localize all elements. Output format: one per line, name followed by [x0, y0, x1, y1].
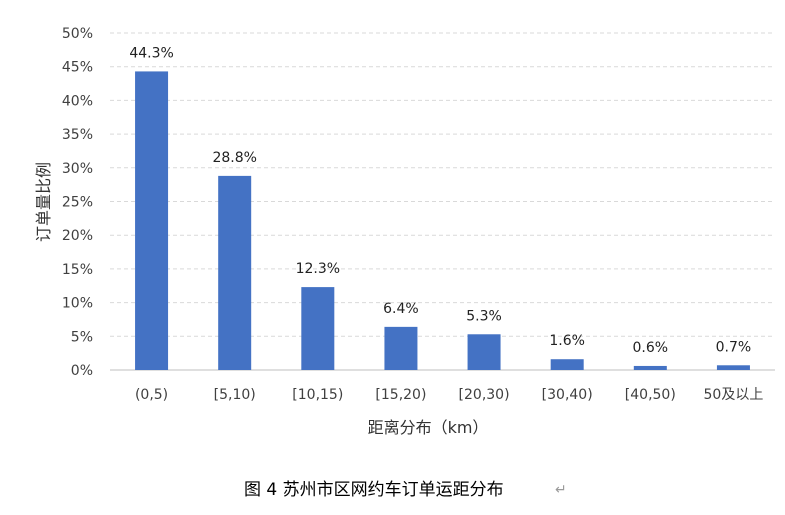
bar	[218, 175, 252, 370]
y-tick-label: 5%	[71, 329, 93, 345]
bar	[301, 287, 335, 370]
x-tick-label: (0,5)	[135, 387, 168, 403]
return-mark-icon: ↵	[555, 482, 567, 498]
y-tick-label: 10%	[62, 296, 93, 312]
x-tick-label: [40,50)	[625, 387, 676, 403]
bar	[716, 365, 750, 370]
x-tick-label: [20,30)	[459, 387, 510, 403]
data-label: 0.7%	[716, 339, 752, 355]
x-axis-title: 距离分布（km）	[368, 418, 489, 437]
data-label: 28.8%	[212, 150, 256, 166]
bar	[135, 71, 169, 370]
data-label: 5.3%	[466, 308, 502, 324]
y-tick-label: 0%	[71, 363, 93, 379]
x-tick-label: [15,20)	[375, 387, 426, 403]
gridlines	[110, 32, 775, 371]
x-tick-label: [5,10)	[214, 387, 256, 403]
x-tick-label: 50及以上	[704, 387, 764, 403]
y-tick-label: 20%	[62, 228, 93, 244]
x-tick-label: [10,15)	[292, 387, 343, 403]
bars	[135, 71, 750, 370]
y-axis-title: 订单量比例	[34, 162, 53, 242]
y-tick-label: 25%	[62, 195, 93, 211]
y-tick-label: 45%	[62, 60, 93, 76]
data-label: 44.3%	[129, 45, 173, 61]
data-label: 0.6%	[633, 340, 669, 356]
y-tick-label: 40%	[62, 93, 93, 109]
x-tick-label: [30,40)	[542, 387, 593, 403]
y-tick-label: 35%	[62, 127, 93, 143]
x-axis-ticks: (0,5) [5,10) [10,15) [15,20) [20,30) [30,40) […	[135, 387, 763, 403]
data-label: 1.6%	[549, 333, 585, 349]
y-tick-label: 50%	[62, 26, 93, 42]
y-axis-ticks: 0% 5% 10% 15% 20% 25% 30% 35% 40% 45% 50%	[62, 26, 93, 379]
figure-caption: 图 4 苏州市区网约车订单运距分布	[244, 480, 504, 500]
data-label: 12.3%	[296, 261, 340, 277]
y-tick-label: 15%	[62, 262, 93, 278]
y-tick-label: 30%	[62, 161, 93, 177]
bar	[467, 334, 501, 370]
bar	[633, 365, 667, 370]
data-labels: 44.3% 28.8% 12.3% 6.4% 5.3% 1.6% 0.6% 0.7%	[129, 45, 751, 356]
bar	[384, 326, 418, 370]
bar	[550, 359, 584, 370]
data-label: 6.4%	[383, 301, 419, 317]
